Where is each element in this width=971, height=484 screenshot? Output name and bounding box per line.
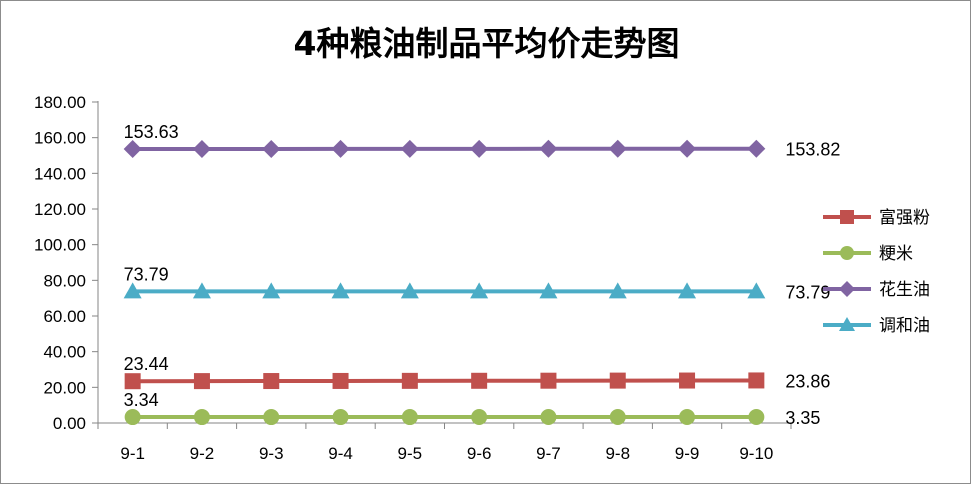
legend-label: 调和油 xyxy=(879,316,930,336)
series-3 xyxy=(123,282,766,299)
x-tick-label: 9-2 xyxy=(190,444,215,463)
legend-label: 富强粉 xyxy=(879,208,930,228)
data-point xyxy=(262,139,281,158)
legend-marker xyxy=(839,281,855,297)
x-tick-label: 9-3 xyxy=(259,444,284,463)
data-point xyxy=(539,139,558,158)
data-point xyxy=(678,139,697,158)
data-point xyxy=(332,409,349,426)
data-point xyxy=(192,139,211,158)
x-tick-label: 9-9 xyxy=(675,444,700,463)
data-point xyxy=(539,282,558,299)
x-tick-label: 9-8 xyxy=(605,444,630,463)
data-point xyxy=(540,372,557,389)
series-line xyxy=(132,378,757,384)
data-point xyxy=(609,372,626,389)
series-layer xyxy=(123,139,766,426)
data-label-last: 73.79 xyxy=(785,282,830,302)
x-tick-label: 9-1 xyxy=(120,444,145,463)
data-point xyxy=(401,409,418,426)
data-point xyxy=(331,139,350,158)
legend-marker xyxy=(839,317,855,331)
y-tick-label: 180.00 xyxy=(34,93,86,112)
data-point xyxy=(470,139,489,158)
y-tick-label: 140.00 xyxy=(34,164,86,183)
data-point xyxy=(263,409,280,426)
y-tick-label: 80.00 xyxy=(43,271,86,290)
data-point xyxy=(470,282,489,299)
data-point xyxy=(679,409,696,426)
y-tick-label: 60.00 xyxy=(43,307,86,326)
data-point xyxy=(262,282,281,299)
series-1 xyxy=(124,409,765,426)
legend-label: 花生油 xyxy=(879,280,930,300)
data-point xyxy=(400,139,419,158)
data-point xyxy=(124,409,141,426)
data-point xyxy=(192,282,211,299)
data-point xyxy=(471,409,488,426)
legend-marker xyxy=(840,246,854,260)
data-point xyxy=(679,372,696,389)
data-point xyxy=(609,409,626,426)
legend-item: 调和油 xyxy=(823,316,930,336)
data-point xyxy=(331,282,350,299)
y-tick-label: 20.00 xyxy=(43,378,86,397)
data-label-last: 153.82 xyxy=(785,140,840,160)
data-point xyxy=(471,372,488,389)
data-point xyxy=(123,282,142,299)
legend-marker xyxy=(840,210,854,224)
data-label-first: 153.63 xyxy=(124,122,179,142)
series-0 xyxy=(124,372,765,390)
data-point xyxy=(608,282,627,299)
y-tick-label: 160.00 xyxy=(34,129,86,148)
x-tick-label: 9-5 xyxy=(398,444,423,463)
legend-item: 粳米 xyxy=(823,244,913,264)
data-point xyxy=(123,140,142,159)
data-point xyxy=(124,373,141,390)
data-point xyxy=(747,139,766,158)
data-point xyxy=(678,282,697,299)
data-label-last: 3.35 xyxy=(785,408,820,428)
data-label-first: 73.79 xyxy=(124,264,169,284)
legend-item: 花生油 xyxy=(823,280,930,300)
chart-title: 4种粮油制品平均价走势图 xyxy=(293,24,680,63)
data-label-first: 3.34 xyxy=(124,390,159,410)
legend-item: 富强粉 xyxy=(823,208,930,228)
data-point xyxy=(263,373,280,390)
y-tick-label: 40.00 xyxy=(43,343,86,362)
data-point xyxy=(748,372,765,389)
data-point xyxy=(748,409,765,426)
x-tick-label: 9-10 xyxy=(739,444,773,463)
data-point xyxy=(540,409,557,426)
axes: 0.00 20.00 40.00 60.00 80.00 100.00 120.00 140.… xyxy=(34,93,792,463)
y-tick-label: 120.00 xyxy=(34,200,86,219)
data-point xyxy=(193,409,210,426)
data-point xyxy=(608,139,627,158)
data-labels: 23.44 23.86 3.34 3.35 153.63 153.82 73.79 73.79 xyxy=(124,122,841,428)
x-tick-label: 9-4 xyxy=(328,444,353,463)
legend-label: 粳米 xyxy=(879,244,913,264)
x-tick-label: 9-6 xyxy=(467,444,492,463)
data-point xyxy=(193,373,210,390)
data-label-last: 23.86 xyxy=(785,371,830,391)
series-2 xyxy=(123,139,766,159)
data-point xyxy=(400,282,419,299)
x-tick-label: 9-7 xyxy=(536,444,561,463)
data-point xyxy=(747,282,766,299)
data-label-first: 23.44 xyxy=(124,354,169,374)
y-tick-label: 0.00 xyxy=(53,414,86,433)
data-point xyxy=(401,372,418,389)
y-tick-label: 100.00 xyxy=(34,236,86,255)
data-point xyxy=(332,372,349,389)
